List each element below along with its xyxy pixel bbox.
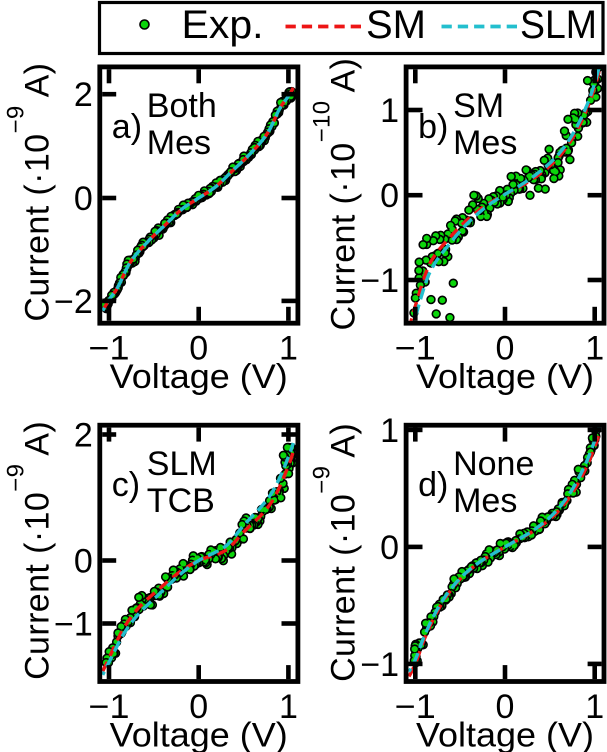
svg-text:SLM: SLM	[147, 445, 217, 483]
svg-text:1: 1	[585, 688, 604, 726]
svg-text:Exp.: Exp.	[182, 3, 264, 47]
svg-text:SM: SM	[453, 87, 504, 125]
svg-text:0: 0	[496, 688, 515, 726]
svg-text:−1: −1	[395, 688, 436, 726]
svg-text:d): d)	[418, 466, 448, 504]
svg-text:SM: SM	[366, 3, 426, 47]
svg-text:Voltage (V): Voltage (V)	[110, 717, 288, 752]
svg-text:a): a)	[112, 108, 142, 146]
svg-text:−1: −1	[54, 606, 93, 644]
svg-text:−1: −1	[89, 330, 130, 368]
svg-text:Mes: Mes	[147, 124, 211, 162]
svg-text:0: 0	[496, 330, 515, 368]
svg-text:Voltage (V): Voltage (V)	[416, 717, 594, 752]
svg-text:Mes: Mes	[453, 482, 517, 520]
svg-text:Current (·10−9 A): Current (·10−9 A)	[309, 423, 363, 682]
svg-text:−1: −1	[360, 646, 399, 684]
svg-text:1: 1	[585, 330, 604, 368]
svg-text:None: None	[453, 445, 534, 483]
svg-text:−1: −1	[395, 330, 436, 368]
svg-text:0: 0	[74, 543, 93, 581]
svg-text:0: 0	[380, 529, 399, 567]
svg-text:Voltage (V): Voltage (V)	[110, 358, 288, 396]
svg-text:−2: −2	[54, 283, 93, 321]
svg-text:1: 1	[279, 688, 298, 726]
svg-text:−1: −1	[89, 688, 130, 726]
svg-text:2: 2	[74, 76, 93, 114]
svg-text:TCB: TCB	[147, 482, 215, 520]
svg-text:1: 1	[380, 92, 399, 130]
svg-text:Both: Both	[147, 87, 217, 125]
svg-text:0: 0	[189, 330, 208, 368]
svg-text:c): c)	[112, 466, 140, 504]
svg-text:b): b)	[418, 108, 448, 146]
svg-text:1: 1	[279, 330, 298, 368]
svg-text:1: 1	[380, 412, 399, 450]
svg-text:Voltage (V): Voltage (V)	[416, 358, 594, 396]
svg-text:Mes: Mes	[453, 124, 517, 162]
svg-text:−1: −1	[360, 262, 399, 300]
svg-text:SLM: SLM	[520, 3, 597, 47]
svg-text:0: 0	[74, 180, 93, 218]
svg-text:0: 0	[380, 177, 399, 215]
svg-text:0: 0	[189, 688, 208, 726]
svg-text:2: 2	[74, 417, 93, 455]
